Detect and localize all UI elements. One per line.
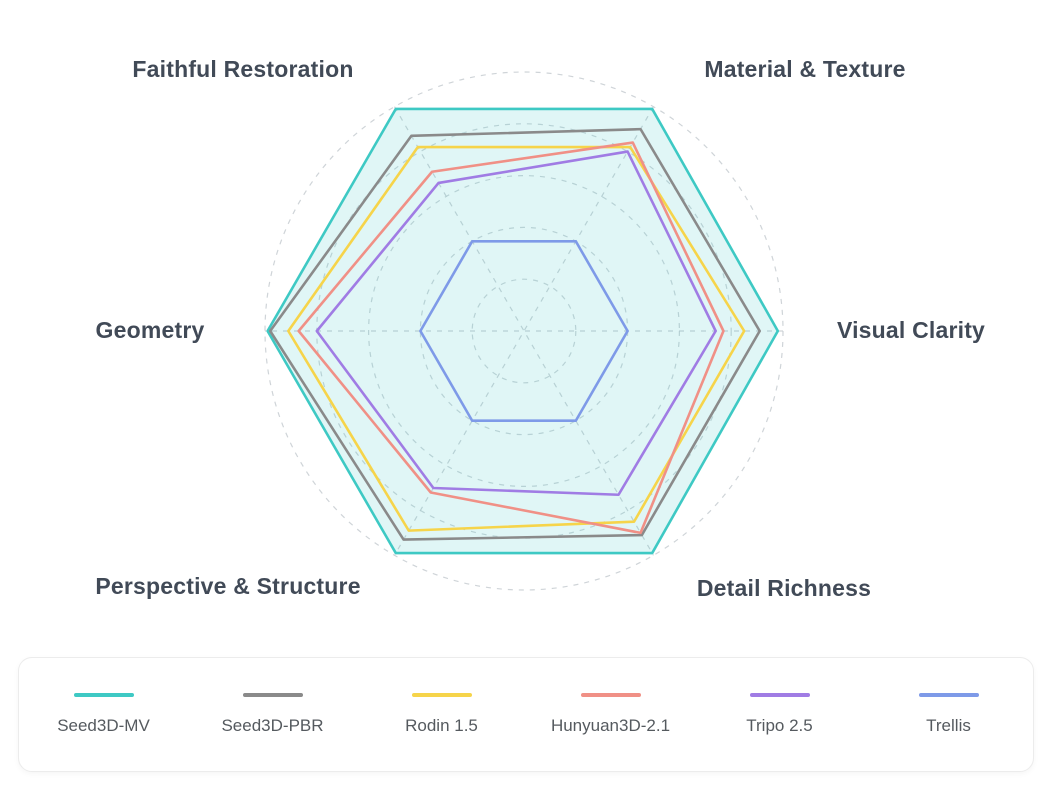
axis-label-material-texture: Material & Texture	[704, 56, 906, 82]
legend-label-seed3d-pbr: Seed3D-PBR	[221, 716, 324, 735]
legend-item-hunyuan3d[interactable]: Hunyuan3D-2.1	[526, 693, 695, 736]
legend-label-hunyuan3d: Hunyuan3D-2.1	[550, 716, 671, 735]
legend-swatch-rodin	[411, 693, 472, 697]
axis-label-visual-clarity: Visual Clarity	[836, 317, 986, 343]
axis-label-geometry: Geometry	[95, 317, 205, 343]
legend-item-seed3d-mv[interactable]: Seed3D-MV	[19, 693, 188, 736]
axis-label-perspective-structure: Perspective & Structure	[95, 573, 361, 599]
legend-label-rodin: Rodin 1.5	[405, 716, 478, 735]
legend-swatch-tripo	[749, 693, 810, 697]
legend-label-seed3d-mv: Seed3D-MV	[57, 716, 150, 735]
legend-item-trellis[interactable]: Trellis	[864, 693, 1033, 736]
axis-label-faithful-restoration: Faithful Restoration	[132, 56, 354, 82]
legend-label-tripo: Tripo 2.5	[746, 716, 813, 735]
legend-swatch-seed3d-pbr	[242, 693, 303, 697]
axis-label-detail-richness: Detail Richness	[696, 575, 872, 601]
legend-item-seed3d-pbr[interactable]: Seed3D-PBR	[188, 693, 357, 736]
legend-swatch-seed3d-mv	[73, 693, 134, 697]
legend-item-tripo[interactable]: Tripo 2.5	[695, 693, 864, 736]
legend-swatch-hunyuan3d	[580, 693, 641, 697]
legend-item-rodin[interactable]: Rodin 1.5	[357, 693, 526, 736]
legend: Seed3D-MV Seed3D-PBR Rodin 1.5 Hunyuan3D…	[18, 657, 1034, 772]
legend-swatch-trellis	[918, 693, 979, 697]
legend-label-trellis: Trellis	[926, 716, 971, 735]
